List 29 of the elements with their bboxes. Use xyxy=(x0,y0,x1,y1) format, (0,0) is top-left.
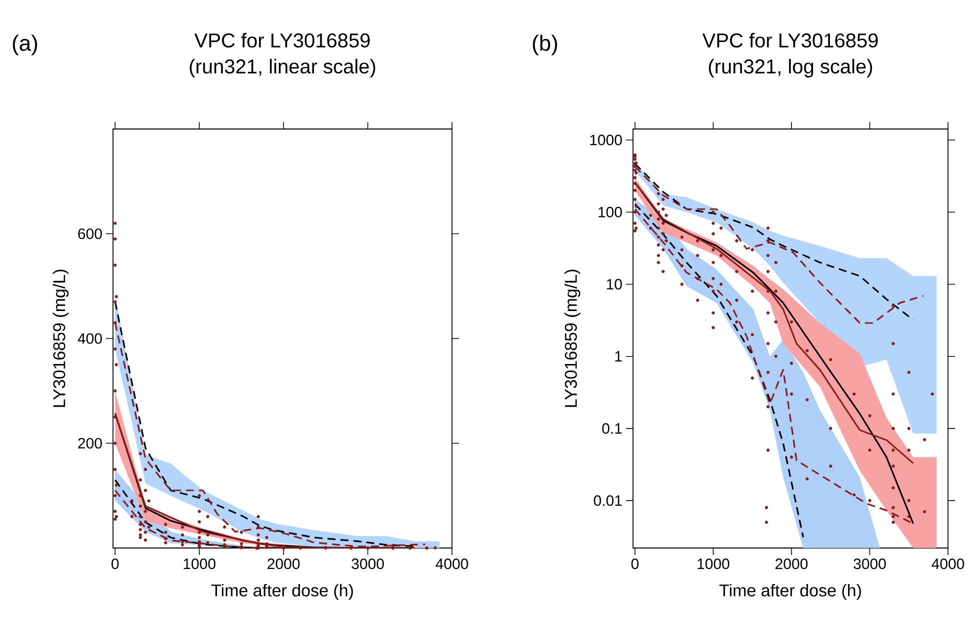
x-tick-label: 2000 xyxy=(776,558,808,570)
y-tick-label: 0.01 xyxy=(594,495,622,506)
text: (a) xyxy=(12,34,38,56)
chart-title: VPC for LY3016859 xyxy=(194,32,370,48)
x-tick-label: 0 xyxy=(112,558,119,570)
chart-subtitle: (run321, linear scale) xyxy=(190,58,376,78)
y-axis-title: LY3016859 (mg/L) xyxy=(564,270,580,407)
text: (b) xyxy=(532,34,558,56)
x-tick-label: 1000 xyxy=(698,558,730,570)
y-axis-title: LY3016859 (mg/L) xyxy=(52,270,69,407)
x-tick-label: 4000 xyxy=(932,558,964,570)
x-tick-label: 3000 xyxy=(352,558,384,570)
x-tick-label: 3000 xyxy=(854,558,886,570)
y-tick-label: 0.1 xyxy=(602,423,622,434)
y-tick-label: 600 xyxy=(78,228,102,240)
x-tick-label: 2000 xyxy=(268,558,300,570)
chart-subtitle: (run321, log scale) xyxy=(708,58,872,78)
x-axis-title: Time after dose (h) xyxy=(719,584,861,600)
y-tick-label: 400 xyxy=(78,333,102,344)
y-tick-label: 10 xyxy=(606,278,622,290)
x-tick-label: 1000 xyxy=(184,558,216,570)
y-tick-label: 1 xyxy=(615,351,622,362)
chart-title: VPC for LY3016859 xyxy=(702,32,878,48)
x-tick-label: 4000 xyxy=(436,558,468,570)
x-tick-label: 0 xyxy=(631,558,639,570)
x-axis-title: Time after dose (h) xyxy=(211,584,353,600)
y-tick-label: 200 xyxy=(78,438,102,449)
y-tick-label: 1000 xyxy=(590,134,622,146)
y-tick-label: 100 xyxy=(598,206,622,218)
